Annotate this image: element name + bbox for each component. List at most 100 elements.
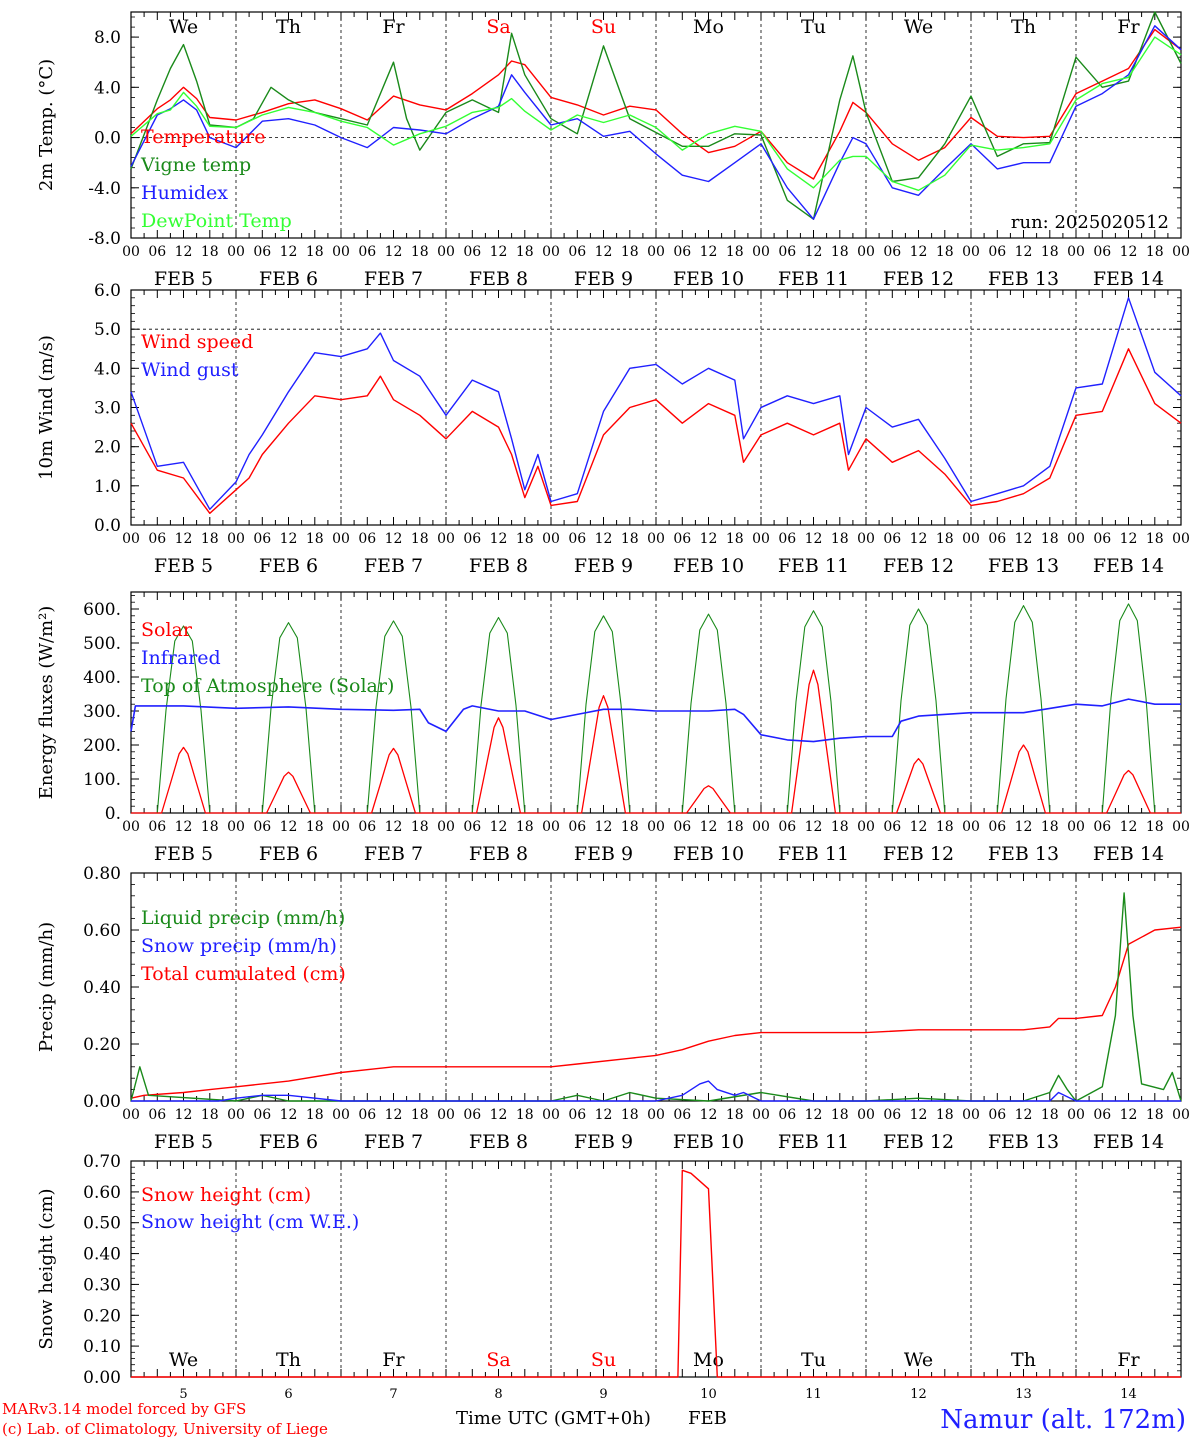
y-tick-label: 0.00 [83,1092,121,1112]
y-axis-label: Snow height (cm) [36,1188,57,1349]
hour-tick-label: 06 [883,819,901,835]
hour-tick-label: 12 [910,819,928,835]
hour-tick-label: 18 [516,531,534,547]
day-number-label: 12 [910,1387,927,1402]
model-credit: MARv3.14 model forced by GFS [2,1400,246,1418]
hour-tick-label: 12 [280,819,298,835]
hour-tick-label: 18 [621,244,639,260]
hour-tick-label: 12 [385,531,403,547]
toa-solar-line [341,620,446,814]
hour-tick-label: 00 [437,244,455,260]
date-label: FEB 5 [154,843,213,865]
y-tick-label: 0.50 [83,1214,121,1234]
hour-tick-label: 00 [1067,244,1085,260]
hour-tick-label: 00 [542,531,560,547]
y-axis-label: Precip (mm/h) [36,922,57,1052]
legend-entry: Infrared [141,647,221,669]
hour-tick-label: 06 [358,1107,376,1123]
hour-tick-label: 12 [1120,1107,1138,1123]
hour-tick-label: 06 [883,244,901,260]
hour-tick-label: 06 [673,1107,691,1123]
y-tick-label: 0.70 [83,1152,121,1172]
y-tick-label: 0.60 [83,921,121,941]
hour-tick-label: 18 [411,244,429,260]
hour-tick-label: 12 [385,819,403,835]
y-tick-label: 2.0 [94,438,121,458]
day-name-label: Fr [1117,16,1140,38]
hour-tick-label: 06 [148,531,166,547]
hour-tick-label: 12 [910,244,928,260]
date-label: FEB 10 [673,843,744,865]
hour-tick-label: 00 [647,244,665,260]
hour-tick-label: 00 [332,531,350,547]
day-name-label: We [904,16,933,38]
date-label: FEB 7 [364,555,423,577]
hour-tick-label: 06 [463,531,481,547]
hour-tick-label: 00 [227,531,245,547]
hour-tick-label: 18 [1146,531,1164,547]
y-tick-label: 4.0 [94,78,121,98]
hour-tick-label: 12 [595,1107,613,1123]
legend-entry: Top of Atmosphere (Solar) [141,675,394,697]
day-name-label: Su [591,1349,616,1371]
hour-tick-label: 06 [778,531,796,547]
day-name-label: Th [1011,16,1036,38]
hour-tick-label: 12 [805,244,823,260]
hour-tick-label: 18 [516,1107,534,1123]
hour-tick-label: 18 [726,244,744,260]
hour-tick-label: 12 [385,1107,403,1123]
hour-tick-label: 00 [962,244,980,260]
date-label: FEB 12 [883,555,954,577]
y-tick-label: 600. [83,600,121,620]
day-name-label: Su [591,16,616,38]
date-label: FEB 11 [778,268,849,290]
hour-tick-label: 06 [463,244,481,260]
date-label: FEB 14 [1093,268,1164,290]
hour-tick-label: 00 [752,1107,770,1123]
y-axis-label: 10m Wind (m/s) [36,335,57,480]
hour-tick-label: 00 [647,1107,665,1123]
date-label: FEB 12 [883,1131,954,1153]
date-label: FEB 7 [364,268,423,290]
date-label: FEB 7 [364,1131,423,1153]
hour-tick-label: 12 [1015,819,1033,835]
y-tick-label: 500. [83,634,121,654]
hour-tick-label: 00 [1067,531,1085,547]
hour-tick-label: 18 [306,531,324,547]
hour-tick-label: 00 [332,1107,350,1123]
hour-tick-label: 00 [962,819,980,835]
hour-tick-label: 18 [201,819,219,835]
date-label: FEB 5 [154,555,213,577]
wind-panel: 0.0 1.0 2.0 3.0 4.0 5.0 6.0 10m Wind (m/s) 00 06 1… [36,281,1190,577]
hour-tick-label: 18 [201,1107,219,1123]
y-tick-label: 200. [83,736,121,756]
hour-tick-label: 06 [148,244,166,260]
hour-tick-label: 18 [621,1107,639,1123]
solar-line [341,747,446,814]
date-label: FEB 6 [259,268,318,290]
date-label: FEB 10 [673,268,744,290]
hour-tick-label: 18 [1041,244,1059,260]
y-tick-label: -4.0 [88,179,121,199]
day-name-label: Mo [693,16,724,38]
y-tick-label: 0. [105,804,121,824]
hour-tick-label: 00 [857,1107,875,1123]
hour-tick-label: 06 [253,819,271,835]
hour-tick-label: 18 [306,244,324,260]
toa-solar-line [866,608,971,814]
y-tick-label: 0.40 [83,1245,121,1265]
hour-tick-label: 06 [358,244,376,260]
date-label: FEB 9 [574,843,633,865]
date-label: FEB 10 [673,555,744,577]
series-line-total-cumulated-cm [130,926,1182,1099]
hour-tick-label: 18 [1041,1107,1059,1123]
hour-tick-label: 12 [175,819,193,835]
date-label: FEB 9 [574,268,633,290]
y-tick-label: 0.40 [83,978,121,998]
hour-tick-label: 18 [831,1107,849,1123]
date-label: FEB 12 [883,843,954,865]
hour-tick-label: 12 [1015,244,1033,260]
hour-tick-label: 18 [306,1107,324,1123]
hour-tick-label: 00 [542,819,560,835]
